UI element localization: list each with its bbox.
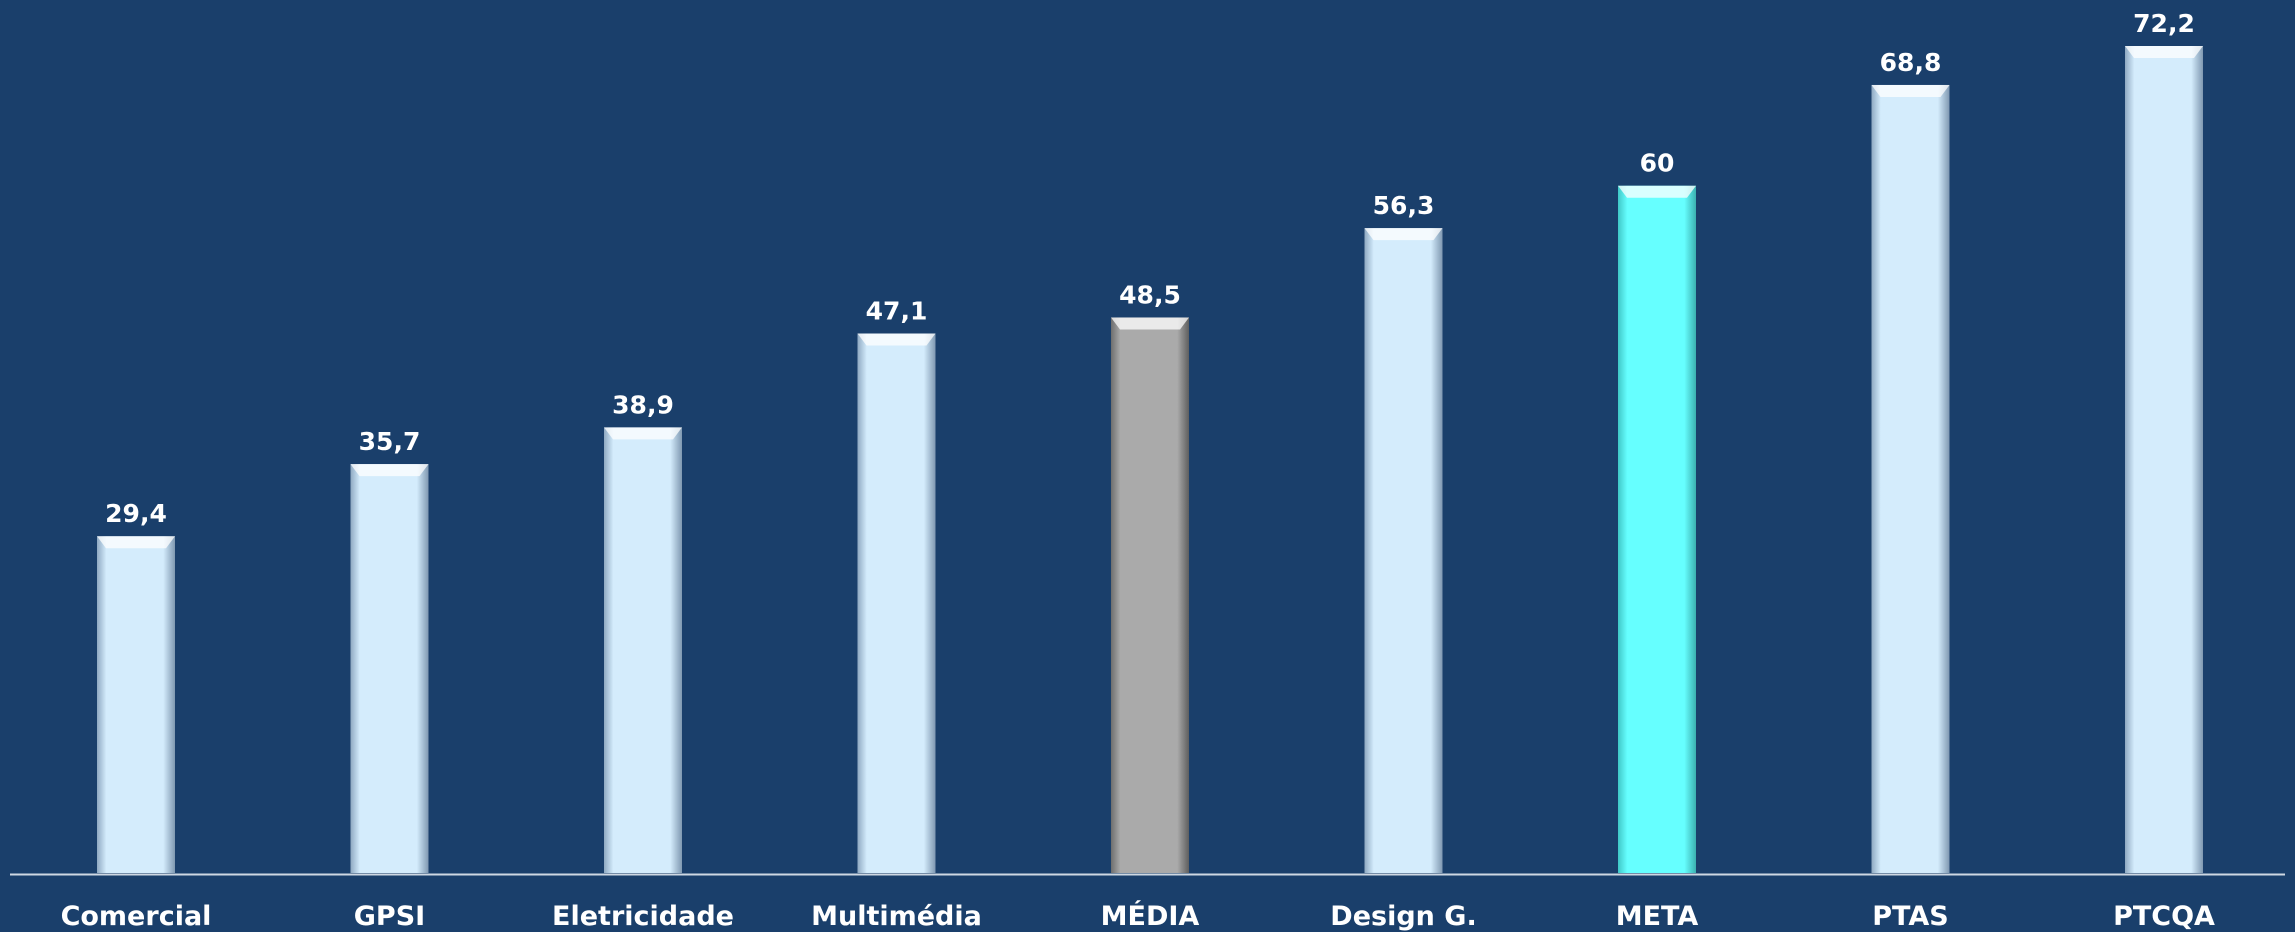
category-label-ptcqa: PTCQA: [2113, 901, 2215, 932]
bar-multimedia: [857, 333, 936, 873]
value-label-media: 48,5: [1119, 280, 1181, 309]
value-label-design-g: 56,3: [1373, 191, 1435, 220]
bar-bevel-eletricidade: [604, 427, 682, 440]
bar-design-g: [1364, 228, 1443, 873]
bar-media: [1111, 317, 1189, 873]
bar-bevel-meta: [1618, 185, 1696, 198]
bars-group: [97, 46, 2203, 874]
bar-eletricidade: [604, 427, 682, 873]
bar-ptas: [1871, 84, 1950, 874]
value-label-meta: 60: [1640, 149, 1675, 178]
bar-bevel-design-g: [1364, 228, 1443, 241]
category-label-gpsi: GPSI: [354, 901, 425, 932]
bar-bevel-multimedia: [857, 333, 936, 346]
category-label-ptas: PTAS: [1872, 901, 1948, 932]
category-label-media: MÉDIA: [1101, 900, 1200, 932]
value-label-gpsi: 35,7: [359, 427, 421, 456]
bar-gpsi: [350, 464, 429, 873]
category-label-eletricidade: Eletricidade: [552, 901, 734, 932]
bar-bevel-ptcqa: [2125, 46, 2203, 58]
value-label-eletricidade: 38,9: [612, 390, 674, 419]
value-label-multimedia: 47,1: [866, 297, 928, 326]
value-label-ptas: 68,8: [1880, 48, 1942, 77]
category-label-comercial: Comercial: [61, 901, 212, 932]
category-label-meta: META: [1616, 901, 1699, 932]
bar-bevel-media: [1111, 317, 1189, 330]
value-label-ptcqa: 72,2: [2133, 9, 2195, 38]
value-labels-group: 29,4 35,7 38,9 47,1 48,5 56,3 60 68,8 72,2: [105, 9, 2195, 528]
value-label-comercial: 29,4: [105, 499, 167, 528]
category-labels-group: Comercial GPSI Eletricidade Multimédia MÉDIA…: [61, 900, 2215, 932]
category-label-multimedia: Multimédia: [811, 901, 982, 932]
bar-meta: [1618, 185, 1696, 874]
bar-ptcqa: [2125, 46, 2203, 873]
bar-bevel-ptas: [1871, 84, 1950, 97]
bar-bevel-comercial: [97, 536, 175, 549]
category-label-design-g: Design G.: [1330, 901, 1476, 932]
bar-comercial: [97, 536, 175, 873]
bar-bevel-gpsi: [350, 464, 429, 477]
